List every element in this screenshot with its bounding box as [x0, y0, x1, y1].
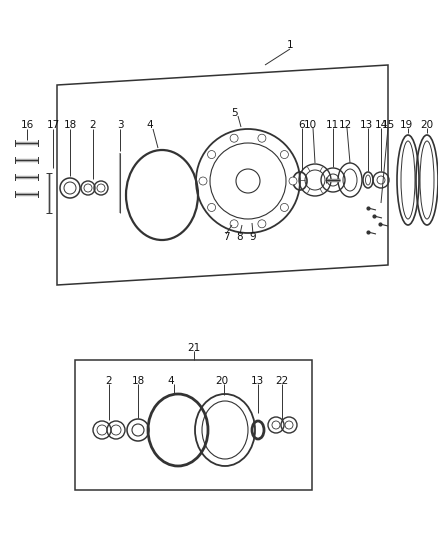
Text: 7: 7 — [223, 232, 230, 242]
Text: 11: 11 — [325, 120, 339, 130]
Text: 6: 6 — [299, 120, 305, 130]
Text: 19: 19 — [399, 120, 413, 130]
Text: 22: 22 — [276, 376, 289, 386]
Text: 12: 12 — [339, 120, 352, 130]
Text: 4: 4 — [147, 120, 153, 130]
Text: 1: 1 — [287, 40, 293, 50]
Text: 10: 10 — [304, 120, 317, 130]
Bar — [75, 360, 312, 490]
Text: 21: 21 — [187, 343, 201, 353]
Text: 13: 13 — [359, 120, 373, 130]
Text: 20: 20 — [215, 376, 229, 386]
Text: 9: 9 — [250, 232, 256, 242]
Text: 18: 18 — [64, 120, 77, 130]
Text: 5: 5 — [232, 108, 238, 118]
Text: 2: 2 — [90, 120, 96, 130]
Text: 20: 20 — [420, 120, 434, 130]
Text: 18: 18 — [131, 376, 145, 386]
Text: 3: 3 — [117, 120, 124, 130]
Text: 2: 2 — [106, 376, 112, 386]
Text: 14: 14 — [374, 120, 388, 130]
Text: 4: 4 — [168, 376, 174, 386]
Text: 17: 17 — [46, 120, 60, 130]
Text: 13: 13 — [251, 376, 264, 386]
Text: 15: 15 — [381, 120, 395, 130]
Text: 16: 16 — [21, 120, 34, 130]
Text: 8: 8 — [237, 232, 244, 242]
